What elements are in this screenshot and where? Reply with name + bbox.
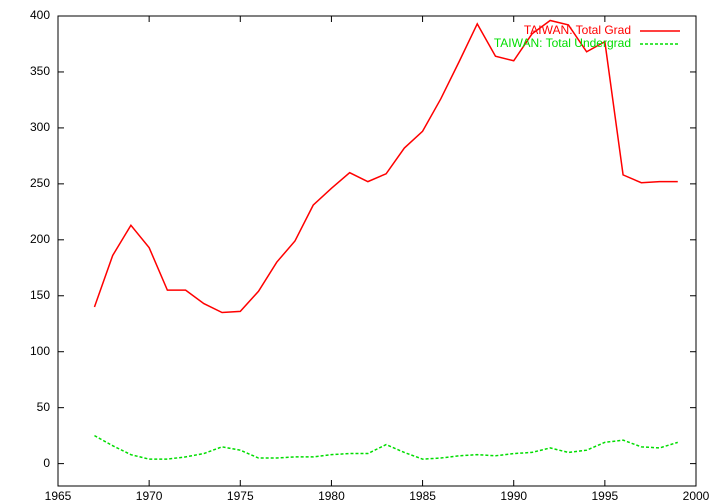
x-tick-label: 2000: [683, 489, 710, 503]
y-tick-label: 100: [30, 344, 50, 358]
x-tick-label: 1970: [136, 489, 163, 503]
x-tick-label: 1965: [45, 489, 72, 503]
legend-label: TAIWAN: Total Grad: [524, 23, 631, 37]
y-tick-label: 250: [30, 176, 50, 190]
series-line: [93, 19, 678, 314]
y-tick-label: 50: [37, 400, 51, 414]
x-tick-label: 1980: [318, 489, 345, 503]
plot-frame: [57, 15, 697, 487]
y-tick-label: 150: [30, 288, 50, 302]
y-tick-label: 400: [30, 8, 50, 22]
x-tick-label: 1995: [592, 489, 619, 503]
x-tick-label: 1975: [227, 489, 254, 503]
y-tick-label: 350: [30, 64, 50, 78]
legend-label: TAIWAN: Total Undergrad: [494, 36, 631, 50]
series-line: [94, 434, 678, 460]
y-tick-label: 300: [30, 120, 50, 134]
y-tick-label: 200: [30, 232, 50, 246]
x-tick-label: 1990: [500, 489, 527, 503]
y-tick-label: 0: [43, 456, 50, 470]
x-tick-label: 1985: [409, 489, 436, 503]
